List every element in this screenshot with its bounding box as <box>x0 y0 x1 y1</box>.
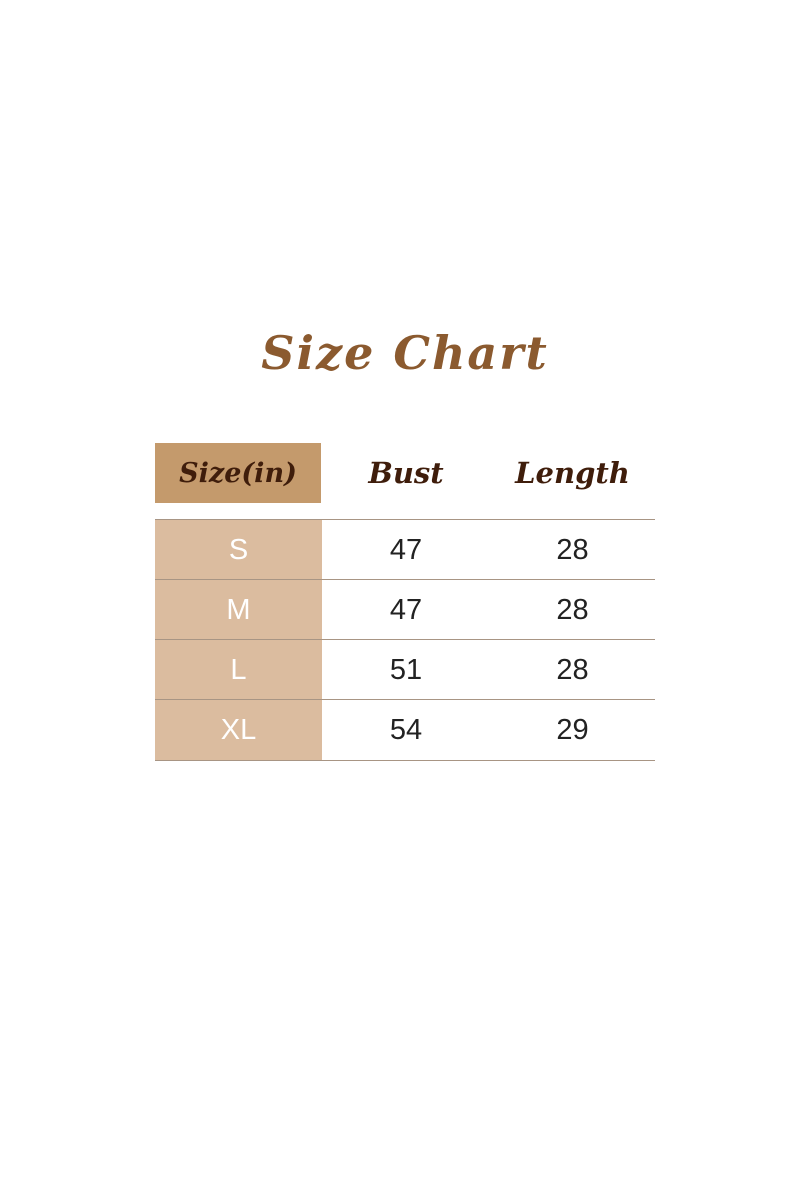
table-row: L 51 28 <box>155 639 655 700</box>
header-size: Size(in) <box>155 443 321 503</box>
length-cell: 28 <box>556 533 589 566</box>
size-cell: M <box>155 580 322 640</box>
bust-cell: 51 <box>389 653 423 686</box>
bust-cell: 47 <box>389 593 423 626</box>
bust-cell: 47 <box>389 533 423 566</box>
length-cell: 28 <box>556 593 589 626</box>
page-title: Size Chart <box>261 326 549 380</box>
bust-cell: 54 <box>389 713 423 746</box>
size-cell: L <box>155 640 322 700</box>
size-cell: S <box>155 520 322 580</box>
table-row: S 47 28 <box>155 519 655 580</box>
table-row: M 47 28 <box>155 579 655 640</box>
length-cell: 28 <box>556 653 589 686</box>
header-length: Length <box>515 456 630 490</box>
table-row: XL 54 29 <box>155 699 655 761</box>
header-bust: Bust <box>368 456 444 490</box>
size-cell: XL <box>155 700 322 760</box>
length-cell: 29 <box>556 713 589 746</box>
